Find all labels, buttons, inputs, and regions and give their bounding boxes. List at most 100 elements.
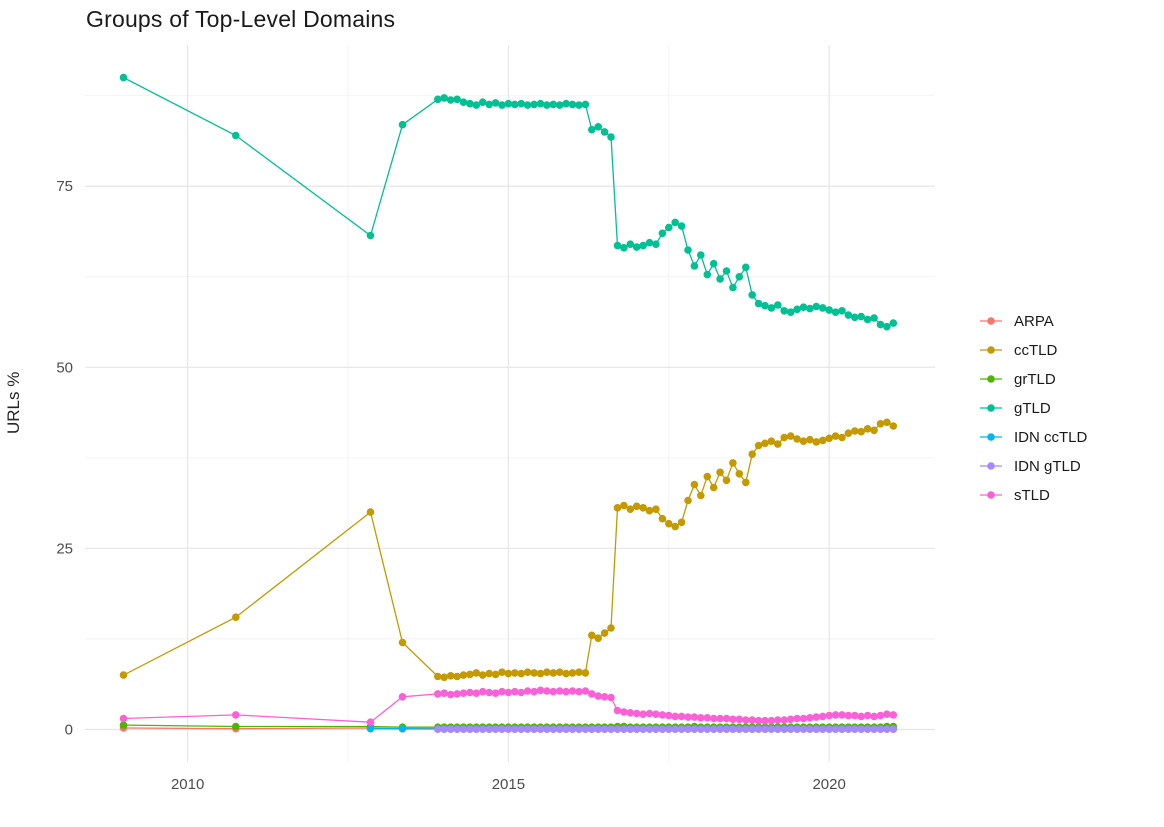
data-point-stld [478, 687, 487, 696]
data-point-gtld [697, 251, 705, 259]
data-point-gtld [742, 263, 750, 272]
legend-item-cctld: ccTLD [978, 341, 1087, 359]
data-point-gtld [613, 241, 622, 250]
data-point-stld [754, 716, 763, 725]
data-point-idn-gtld [472, 725, 481, 733]
data-point-gtld [453, 95, 461, 104]
data-point-stld [581, 687, 590, 695]
data-point-gtld [466, 99, 474, 108]
data-point-cctld [440, 673, 449, 682]
data-point-gtld [575, 101, 583, 109]
data-point-cctld [690, 480, 699, 489]
data-point-cctld [876, 420, 885, 428]
data-point-stld [511, 687, 519, 696]
data-point-stld [440, 689, 449, 697]
data-point-gtld [472, 101, 481, 109]
data-point-idn-gtld [684, 725, 692, 733]
data-point-stld [742, 716, 750, 724]
data-point-stld [434, 690, 442, 698]
data-point-idn-gtld [665, 725, 673, 733]
data-point-idn-gtld [511, 725, 519, 733]
data-point-stld [555, 687, 564, 695]
data-point-gtld [703, 270, 712, 279]
data-point-stld [684, 713, 692, 721]
data-point-gtld [459, 98, 468, 106]
data-point-idn-gtld [876, 725, 885, 733]
y-tick-label: 25 [56, 540, 73, 557]
data-point-cctld [729, 459, 737, 467]
data-point-cctld [767, 437, 776, 446]
data-point-idn-gtld [703, 725, 712, 733]
data-point-gtld [857, 312, 865, 321]
data-point-stld [549, 687, 558, 696]
data-point-gtld [838, 307, 846, 315]
data-point-idn-gtld [793, 725, 801, 733]
data-point-gtld [434, 95, 442, 104]
data-point-gtld [366, 231, 375, 240]
data-point-stld [729, 715, 737, 724]
data-point-cctld [466, 670, 474, 679]
data-point-idn-gtld [555, 725, 564, 733]
data-point-idn-gtld [446, 725, 455, 733]
data-point-idn-gtld [588, 725, 596, 733]
data-point-gtld [581, 100, 590, 109]
data-point-idn-gtld [639, 725, 647, 733]
data-point-cctld [498, 668, 506, 676]
data-point-stld [517, 688, 525, 697]
data-point-gtld [761, 301, 769, 310]
data-point-cctld [620, 501, 628, 510]
data-point-cctld [575, 668, 583, 676]
data-point-idn-gtld [863, 725, 872, 733]
data-point-idn-gtld [767, 725, 776, 733]
data-point-stld [523, 687, 532, 695]
data-point-cctld [857, 427, 865, 436]
data-point-idn-gtld [600, 725, 609, 733]
data-point-cctld [504, 669, 513, 678]
data-point-gtld [716, 275, 724, 283]
data-point-cctld [645, 506, 654, 515]
data-point-cctld [844, 429, 853, 438]
data-point-idn-gtld [742, 725, 750, 733]
data-point-stld [562, 687, 570, 696]
data-point-cctld [825, 434, 833, 443]
data-point-idn-gtld [434, 725, 442, 733]
data-point-gtld [735, 273, 744, 281]
data-point-stld [232, 711, 240, 719]
legend-label-stld: sTLD [1014, 486, 1050, 504]
data-point-cctld [742, 478, 750, 487]
data-point-stld [703, 714, 712, 722]
data-point-gtld [870, 314, 878, 322]
data-point-cctld [459, 671, 468, 679]
data-point-gtld [684, 246, 692, 254]
data-point-cctld [838, 433, 846, 442]
data-point-cctld [600, 629, 609, 637]
data-point-stld [799, 714, 808, 723]
data-point-gtld [530, 100, 538, 109]
data-point-gtld [851, 313, 859, 322]
data-point-idn-gtld [491, 725, 500, 733]
data-point-idn-gtld [690, 725, 699, 733]
data-point-cctld [485, 669, 494, 678]
data-point-stld [851, 711, 859, 720]
data-point-cctld [632, 502, 641, 511]
data-point-cctld [754, 441, 763, 450]
data-point-stld [838, 711, 846, 719]
data-point-cctld [453, 672, 461, 681]
data-point-cctld [491, 670, 500, 679]
data-point-stld [575, 687, 583, 696]
data-point-gtld [594, 123, 602, 131]
data-point-cctld [870, 426, 878, 435]
data-point-gtld [398, 120, 407, 129]
y-tick-label: 0 [65, 721, 73, 738]
data-point-cctld [677, 518, 686, 527]
data-point-gtld [812, 302, 821, 311]
data-point-stld [671, 712, 679, 721]
legend-key-icon-stld [980, 491, 1002, 499]
data-point-gtld [690, 262, 699, 270]
data-point-cctld [735, 470, 744, 478]
data-point-cctld [652, 505, 660, 513]
data-point-cctld [709, 483, 718, 492]
data-point-stld [870, 712, 878, 721]
data-point-gtld [639, 241, 647, 250]
